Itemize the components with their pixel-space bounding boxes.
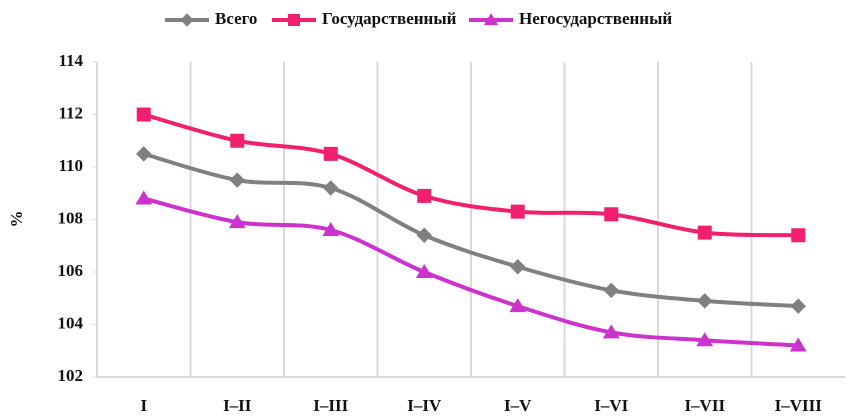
point — [603, 282, 619, 299]
legend-marker — [180, 13, 194, 27]
point — [136, 107, 151, 122]
point — [602, 324, 620, 339]
point — [509, 298, 527, 313]
series-line — [143, 151, 799, 309]
point — [135, 190, 153, 205]
legend-label: Всего — [215, 9, 257, 28]
point — [415, 263, 433, 278]
point — [697, 293, 713, 309]
y-axis-label: % — [7, 211, 26, 228]
x-tick-label: I — [140, 396, 147, 415]
legend-label: Государственный — [322, 9, 457, 28]
x-tick-label: I–V — [504, 396, 532, 415]
point — [510, 259, 526, 275]
series-line — [143, 196, 799, 348]
point — [230, 133, 245, 148]
point — [228, 214, 246, 229]
point — [322, 221, 340, 236]
y-tick-label: 114 — [58, 51, 83, 70]
point — [417, 188, 432, 203]
y-tick-label: 110 — [58, 156, 83, 175]
legend: Всего Государственный Негосударственный — [165, 9, 672, 28]
point — [790, 298, 806, 314]
x-tick-label: I–VI — [594, 396, 628, 415]
y-tick-label: 112 — [58, 103, 83, 122]
point — [697, 225, 712, 240]
point — [416, 227, 432, 243]
point — [791, 228, 806, 243]
x-tick-label: I–VIII — [775, 396, 823, 415]
y-tick-label: 104 — [58, 313, 84, 332]
x-tick-label: I–II — [223, 396, 252, 415]
point — [789, 337, 807, 352]
point — [696, 332, 714, 347]
y-tick-label: 106 — [58, 261, 84, 280]
y-tick-label: 102 — [58, 366, 84, 385]
point — [136, 146, 152, 162]
point — [229, 172, 245, 188]
point — [323, 146, 338, 161]
x-tick-label: I–III — [313, 396, 348, 415]
y-tick-label: 108 — [58, 208, 84, 227]
point — [323, 180, 339, 196]
x-tick-label: I–IV — [407, 396, 442, 415]
x-tick-label: I–VII — [684, 396, 725, 415]
point — [510, 204, 525, 219]
series-line — [143, 112, 799, 238]
legend-marker — [288, 14, 300, 26]
legend-label: Негосударственный — [519, 9, 672, 28]
point — [604, 207, 619, 222]
legend-marker — [483, 13, 499, 26]
